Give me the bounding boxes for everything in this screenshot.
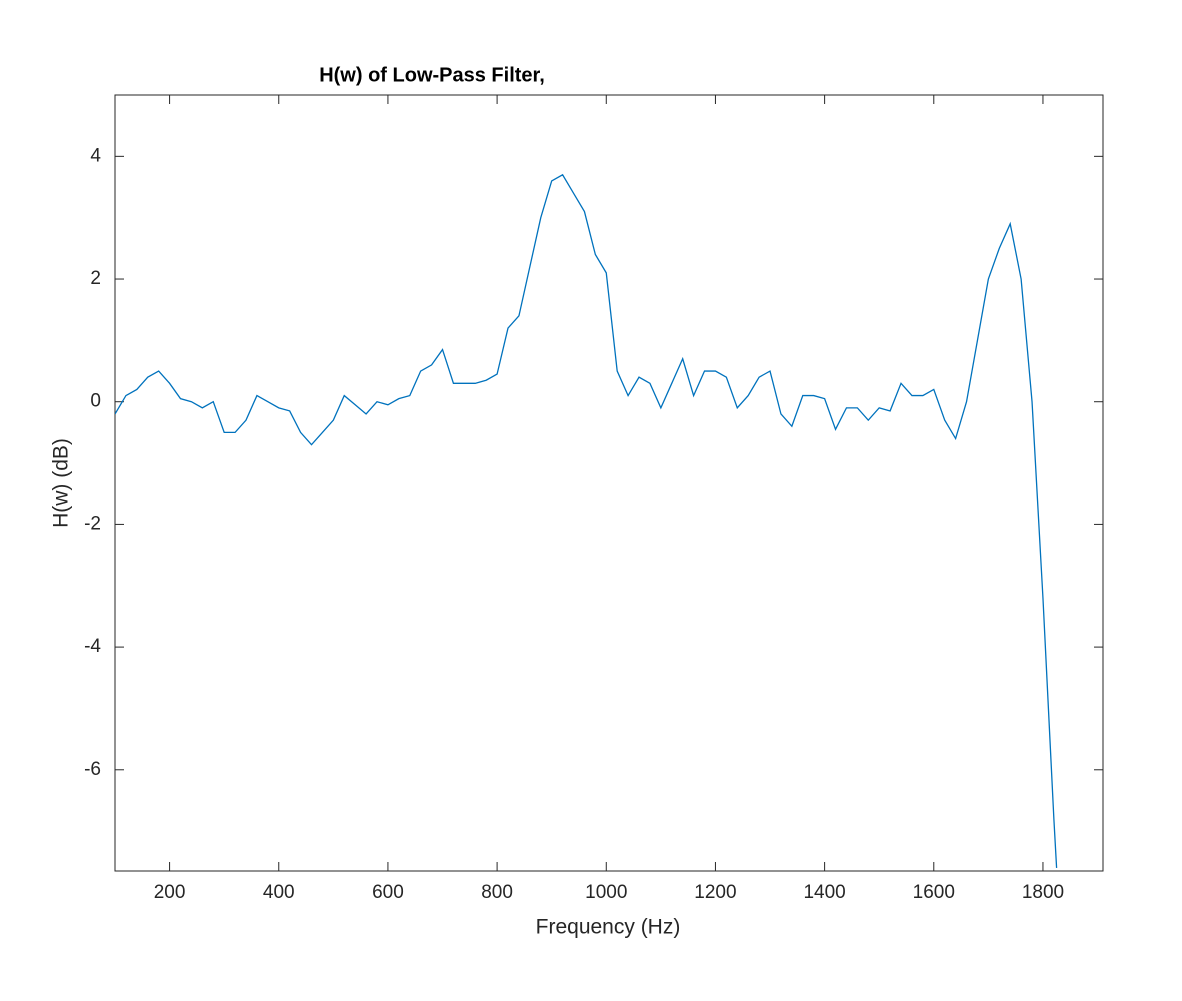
x-tick-label: 600	[372, 882, 404, 903]
y-axis-label: H(w) (dB)	[50, 438, 73, 528]
x-tick-label: 400	[263, 882, 295, 903]
chart-title: H(w) of Low-Pass Filter,	[319, 64, 545, 86]
x-tick-label: 1000	[585, 882, 627, 903]
x-tick-label: 200	[154, 882, 186, 903]
x-tick-label: 1600	[913, 882, 955, 903]
y-tick-label: 0	[90, 391, 101, 412]
x-tick-label: 1200	[694, 882, 736, 903]
y-tick-label: -6	[84, 759, 101, 780]
y-tick-label: 2	[90, 268, 101, 289]
y-tick-label: 4	[90, 145, 101, 166]
x-axis-label: Frequency (Hz)	[536, 916, 681, 939]
y-tick-label: -2	[84, 513, 101, 534]
axes-box	[114, 94, 1104, 872]
y-tick-label: -4	[84, 636, 101, 657]
x-tick-label: 1800	[1022, 882, 1064, 903]
x-tick-label: 800	[481, 882, 513, 903]
x-tick-label: 1400	[803, 882, 845, 903]
data-line	[115, 173, 1058, 868]
